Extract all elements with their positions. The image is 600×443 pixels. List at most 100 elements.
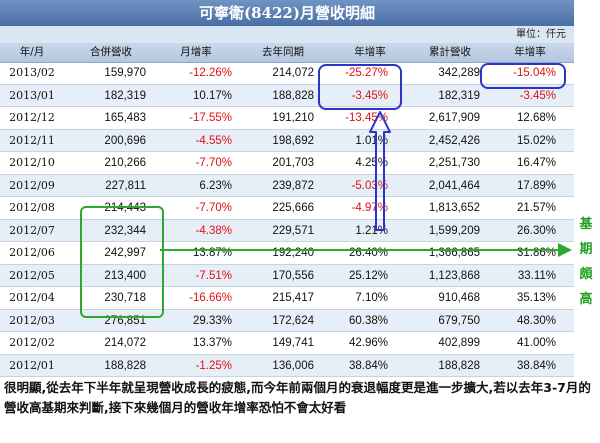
table-row: 2012/02 214,072 13.37% 149,741 42.96% 402,899… (0, 332, 574, 355)
cell-revenue: 214,072 (104, 337, 146, 349)
header-cum-yoy: 年增率 (514, 46, 546, 58)
cell-last-year: 214,072 (272, 67, 314, 79)
table-row: 2013/01 182,319 10.17% 188,828 -3.45% 182,319… (0, 84, 574, 107)
cell-mom: 10.17% (192, 89, 232, 102)
cell-revenue: 182,319 (104, 89, 146, 102)
cell-mom: -12.26% (189, 67, 232, 79)
cell-month: 2012/03 (9, 313, 55, 327)
cell-last-year: 149,741 (272, 337, 314, 349)
cell-cumulative: 2,251,730 (428, 157, 480, 169)
cell-yoy: -5.03% (351, 179, 388, 192)
cell-mom: -1.25% (195, 359, 232, 372)
cell-cum-yoy: 48.30% (516, 314, 556, 327)
cell-yoy: 25.12% (348, 269, 388, 282)
highlight-yoy-box (318, 64, 402, 110)
header-cumulative: 累計營收 (429, 46, 471, 58)
cell-mom: -7.51% (195, 269, 232, 282)
header-revenue: 合併營收 (90, 46, 132, 58)
cell-last-year: 191,210 (272, 112, 314, 124)
cell-month: 2012/10 (9, 156, 55, 169)
cell-cum-yoy: 26.30% (516, 224, 556, 237)
up-arrow-icon (369, 111, 391, 231)
cell-yoy: -3.45% (351, 89, 388, 102)
table-row: 2012/08 214,443 -7.70% 225,666 -4.97% 1,813,6… (0, 197, 574, 220)
cell-cumulative: 342,289 (438, 67, 480, 79)
table-row: 2012/03 276,851 29.33% 172,624 60.38% 679,750… (0, 309, 574, 332)
cell-revenue: 210,266 (104, 157, 146, 169)
cell-month: 2012/09 (9, 178, 55, 192)
cell-last-year: 225,666 (272, 202, 314, 214)
cell-yoy: 1.01% (355, 134, 388, 147)
cell-month: 2012/12 (9, 111, 55, 124)
table-header: 年/月 合併營收 月增率 去年同期 年增率 累計營收 年增率 (0, 43, 574, 63)
cell-mom: -7.70% (195, 202, 232, 214)
table-row: 2012/05 213,400 -7.51% 170,556 25.12% 1,123,8… (0, 264, 574, 287)
header-mom: 月增率 (180, 46, 212, 58)
cell-cum-yoy: 33.11% (517, 269, 556, 282)
cell-last-year: 172,624 (272, 314, 314, 327)
cell-last-year: 229,571 (272, 224, 314, 237)
cell-last-year: 239,872 (272, 179, 314, 192)
cell-cum-yoy: 17.89% (516, 179, 556, 192)
cell-revenue: 159,970 (104, 67, 146, 79)
cell-cum-yoy: -15.04% (513, 67, 556, 79)
cell-mom: -7.70% (195, 157, 232, 169)
cell-cum-yoy: 12.68% (516, 112, 556, 124)
table-row: 2012/09 227,811 6.23% 239,872 -5.03% 2,041,46… (0, 174, 574, 197)
unit-row: 單位：仟元 (0, 26, 574, 43)
cell-mom: -16.66% (189, 292, 232, 304)
cell-cumulative: 2,617,909 (428, 112, 480, 124)
table-row: 2012/04 230,718 -16.66% 215,417 7.10% 910,468… (0, 287, 574, 310)
cell-revenue: 188,828 (104, 359, 146, 372)
cell-yoy: -25.27% (345, 67, 388, 79)
cell-cumulative: 2,452,426 (428, 134, 480, 147)
cell-mom: -4.38% (195, 224, 232, 237)
comment-text: 很明顯,從去年下半年就呈現營收成長的疲態,而今年前兩個月的衰退幅度更是進一步擴大… (4, 380, 591, 415)
table-row: 2012/01 188,828 -1.25% 136,006 38.84% 188,828… (0, 354, 574, 377)
cell-month: 2013/02 (9, 66, 55, 79)
cell-revenue: 232,344 (104, 224, 146, 237)
cell-revenue: 214,443 (104, 202, 146, 214)
cell-revenue: 200,696 (104, 134, 146, 147)
cell-last-year: 188,828 (272, 89, 314, 102)
highlight-high-base-box (80, 206, 164, 318)
table-row: 2012/07 232,344 -4.38% 229,571 1.21% 1,599,20… (0, 219, 574, 242)
highlight-cum-yoy-box (480, 63, 566, 89)
cell-cum-yoy: 21.57% (516, 202, 556, 214)
cell-month: 2012/06 (9, 246, 55, 259)
cell-revenue: 227,811 (105, 179, 146, 192)
cell-cumulative: 1,599,209 (428, 224, 480, 237)
cell-cumulative: 402,899 (438, 337, 480, 349)
cell-yoy: -4.97% (351, 202, 388, 214)
cell-cum-yoy: 38.84% (516, 359, 556, 372)
cell-last-year: 170,556 (272, 269, 314, 282)
cell-month: 2012/11 (9, 133, 55, 147)
side-label: 基 期 頗 高 (579, 217, 593, 307)
cell-cumulative: 182,319 (438, 89, 480, 102)
cell-cumulative: 1,123,868 (428, 269, 480, 282)
header-yoy: 年增率 (354, 46, 386, 58)
cell-revenue: 242,997 (104, 247, 146, 259)
table-row: 2012/12 165,483 -17.55% 191,210 -13.45% 2,617… (0, 107, 574, 130)
cell-yoy: 60.38% (348, 314, 388, 327)
cell-yoy: 1.21% (355, 224, 388, 237)
cell-cumulative: 188,828 (438, 359, 480, 372)
cell-yoy: 7.10% (355, 292, 388, 304)
cell-cum-yoy: 15.02% (516, 134, 556, 147)
cell-cumulative: 1,813,652 (428, 202, 480, 214)
cell-last-year: 198,692 (272, 134, 314, 147)
cell-revenue: 213,400 (104, 269, 146, 282)
cell-yoy: 38.84% (348, 359, 388, 372)
right-arrow-icon (160, 243, 572, 257)
cell-mom: 13.37% (192, 337, 232, 349)
cell-month: 2013/01 (9, 88, 55, 102)
cell-month: 2012/07 (9, 223, 55, 237)
cell-month: 2012/08 (9, 201, 55, 214)
cell-last-year: 201,703 (272, 157, 314, 169)
cell-cumulative: 910,468 (438, 292, 480, 304)
table-row: 2012/11 200,696 -4.55% 198,692 1.01% 2,452,42… (0, 129, 574, 152)
unit-label: 單位：仟元 (516, 29, 566, 40)
cell-yoy: -13.45% (345, 112, 388, 124)
cell-month: 2012/02 (9, 336, 55, 349)
